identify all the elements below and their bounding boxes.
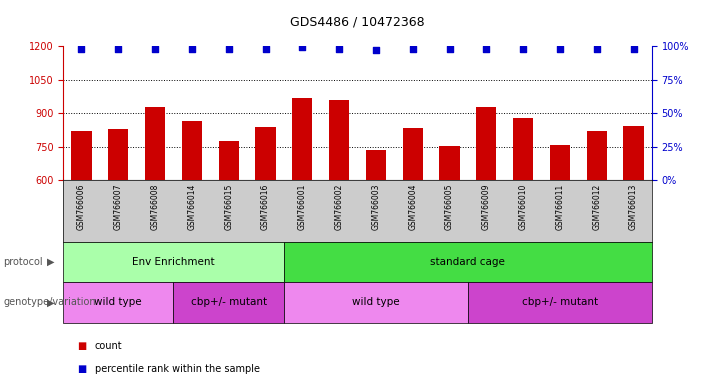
Point xyxy=(591,46,602,52)
Point xyxy=(334,46,345,52)
Text: ▶: ▶ xyxy=(48,257,55,267)
Text: GSM766013: GSM766013 xyxy=(629,184,638,230)
Bar xyxy=(440,146,460,180)
Bar xyxy=(329,100,349,180)
Point xyxy=(223,46,234,52)
Text: GSM766005: GSM766005 xyxy=(445,184,454,230)
Point xyxy=(481,46,492,52)
Bar xyxy=(63,242,284,282)
Bar xyxy=(292,98,313,180)
Text: cbp+/- mutant: cbp+/- mutant xyxy=(191,297,267,308)
Text: standard cage: standard cage xyxy=(430,257,505,267)
Point xyxy=(554,46,566,52)
Text: ■: ■ xyxy=(77,341,86,351)
Point xyxy=(444,46,455,52)
Text: GSM766014: GSM766014 xyxy=(187,184,196,230)
Point xyxy=(370,47,381,53)
Bar xyxy=(284,282,468,323)
Text: GSM766009: GSM766009 xyxy=(482,184,491,230)
Bar xyxy=(366,150,386,180)
Text: GSM766011: GSM766011 xyxy=(555,184,564,230)
Text: cbp+/- mutant: cbp+/- mutant xyxy=(522,297,598,308)
Bar xyxy=(219,141,239,180)
Bar xyxy=(550,145,570,180)
Text: ▶: ▶ xyxy=(48,297,55,308)
Text: GDS4486 / 10472368: GDS4486 / 10472368 xyxy=(290,15,425,28)
Bar xyxy=(255,127,275,180)
Text: wild type: wild type xyxy=(95,297,142,308)
Text: Env Enrichment: Env Enrichment xyxy=(132,257,215,267)
Point xyxy=(113,46,124,52)
Text: GSM766016: GSM766016 xyxy=(261,184,270,230)
Text: GSM766010: GSM766010 xyxy=(519,184,528,230)
Text: percentile rank within the sample: percentile rank within the sample xyxy=(95,364,259,374)
Bar xyxy=(623,126,644,180)
Bar xyxy=(145,106,165,180)
Point xyxy=(76,46,87,52)
Text: genotype/variation: genotype/variation xyxy=(4,297,96,308)
Text: ■: ■ xyxy=(77,364,86,374)
Bar xyxy=(402,128,423,180)
Bar xyxy=(476,106,496,180)
Bar xyxy=(174,282,284,323)
Text: count: count xyxy=(95,341,122,351)
Bar xyxy=(513,118,533,180)
Text: GSM766001: GSM766001 xyxy=(298,184,307,230)
Point xyxy=(149,46,161,52)
Bar xyxy=(284,242,652,282)
Point xyxy=(628,46,639,52)
Bar xyxy=(468,282,652,323)
Text: GSM766006: GSM766006 xyxy=(77,184,86,230)
Bar xyxy=(587,131,607,180)
Point xyxy=(407,46,418,52)
Text: GSM766002: GSM766002 xyxy=(334,184,343,230)
Text: GSM766008: GSM766008 xyxy=(151,184,160,230)
Point xyxy=(517,46,529,52)
Bar xyxy=(108,129,128,180)
Text: wild type: wild type xyxy=(352,297,400,308)
Bar xyxy=(182,121,202,180)
Text: GSM766004: GSM766004 xyxy=(408,184,417,230)
Text: GSM766003: GSM766003 xyxy=(372,184,381,230)
Bar xyxy=(63,282,174,323)
Bar xyxy=(72,131,92,180)
Text: GSM766007: GSM766007 xyxy=(114,184,123,230)
Point xyxy=(186,46,198,52)
Text: GSM766012: GSM766012 xyxy=(592,184,601,230)
Point xyxy=(260,46,271,52)
Point xyxy=(297,44,308,50)
Text: GSM766015: GSM766015 xyxy=(224,184,233,230)
Text: protocol: protocol xyxy=(4,257,43,267)
